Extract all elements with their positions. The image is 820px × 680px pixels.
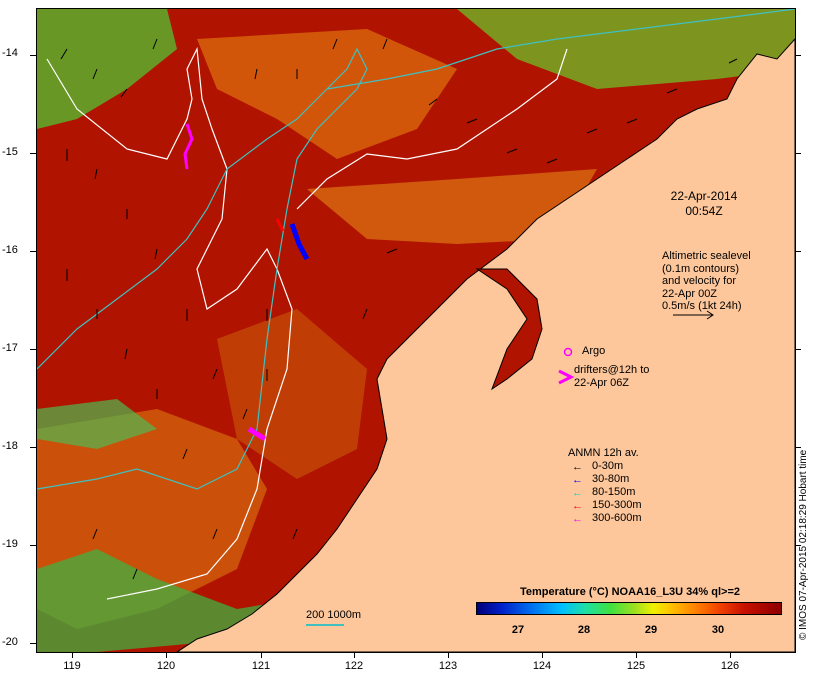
drifters-label: drifters@12h to 22-Apr 06Z [574, 364, 649, 390]
x-axis-label: 124 [532, 660, 552, 672]
y-tick [30, 545, 36, 546]
drifters-line: 22-Apr 06Z [574, 377, 630, 389]
y-tick [795, 545, 801, 546]
x-tick [542, 652, 543, 658]
contour-200m [37, 47, 368, 490]
anmn-arrow-0: ← [572, 461, 583, 473]
date-line: 22-Apr-2014 [670, 189, 738, 203]
y-tick [795, 349, 801, 350]
x-tick [636, 652, 637, 658]
x-tick [261, 652, 262, 658]
altimetry-line: Altimetric sealevel [662, 250, 751, 262]
colorbar-tick: 28 [577, 624, 591, 636]
altimetry-note: Altimetric sealevel (0.1m contours) and … [662, 250, 782, 313]
sst-map-graphic [37, 9, 795, 652]
contour-1000m [296, 48, 568, 210]
contour-200m [326, 9, 795, 90]
altimetry-line: 0.5m/s (1kt 24h) [662, 300, 742, 312]
y-tick [30, 447, 36, 448]
x-axis-label: 126 [720, 660, 740, 672]
credit-label: © IMOS 07-Apr-2015 02:18:29 Hobart time [798, 449, 809, 640]
anmn-item: 80-150m [592, 486, 636, 498]
date-label: 22-Apr-2014 00:54Z [662, 189, 746, 219]
y-axis-label: -17 [2, 342, 18, 354]
altimetry-line: (0.1m contours) [662, 262, 740, 275]
altimetry-line: and velocity for [662, 275, 736, 287]
colorbar-tick: 30 [711, 624, 725, 636]
y-axis-label: -16 [2, 244, 18, 256]
velocity-arrows [60, 38, 738, 580]
cool-patch [307, 169, 597, 244]
x-tick [166, 652, 167, 658]
x-axis-label: 122 [344, 660, 364, 672]
y-axis-label: -14 [2, 47, 18, 59]
y-tick [30, 153, 36, 154]
cold-patch [457, 9, 795, 89]
y-tick [30, 643, 36, 644]
anmn-arrow-3: ← [572, 500, 583, 512]
colorbar [476, 602, 782, 615]
cool-patch [217, 309, 367, 479]
depth-contour-swatch [306, 624, 344, 626]
drifter-track [183, 123, 194, 170]
depth-contour-legend: 200 1000m [306, 609, 362, 621]
anmn-item: 150-300m [592, 499, 642, 511]
y-tick [30, 251, 36, 252]
drifter-track [289, 223, 310, 261]
anmn-item: 30-80m [592, 473, 630, 485]
x-tick [448, 652, 449, 658]
cold-patch [37, 399, 157, 449]
y-tick [30, 349, 36, 350]
contour-1000m [46, 46, 293, 600]
y-axis-label: -19 [2, 538, 18, 550]
y-tick [795, 153, 801, 154]
x-tick [72, 652, 73, 658]
cold-patch [37, 9, 177, 129]
x-axis-label: 119 [63, 660, 81, 672]
time-line: 00:54Z [685, 204, 723, 218]
x-tick [354, 652, 355, 658]
map-panel [36, 8, 796, 653]
x-tick [730, 652, 731, 658]
y-axis-label: -15 [2, 146, 18, 158]
anmn-item: 0-30m [592, 460, 624, 472]
anmn-arrow-2: ← [572, 487, 583, 499]
anmn-arrow-4: ← [572, 513, 583, 525]
cool-patch [197, 29, 457, 159]
x-axis-label: 120 [156, 660, 176, 672]
argo-marker [563, 347, 573, 357]
y-tick [30, 55, 36, 56]
argo-label: Argo [582, 345, 606, 357]
x-axis-label: 121 [251, 660, 271, 672]
drifters-line: drifters@12h to [574, 364, 650, 376]
altimetry-line: 22-Apr 00Z [662, 287, 718, 300]
land-mass [176, 38, 795, 652]
y-axis-label: -20 [2, 636, 18, 648]
y-axis-label: -18 [2, 440, 18, 452]
y-tick [795, 447, 801, 448]
drifter-marker [558, 369, 575, 385]
inlet [475, 268, 543, 391]
velocity-scale-arrow [673, 310, 714, 320]
colorbar-tick: 27 [511, 624, 525, 636]
anmn-title: ANMN 12h av. [568, 447, 639, 459]
drifter-track [247, 426, 267, 442]
anmn-item: 300-600m [592, 512, 642, 524]
y-tick [795, 251, 801, 252]
drifter-track [275, 218, 285, 232]
colorbar-title: Temperature (°C) NOAA16_L3U 34% ql>=2 [520, 586, 740, 598]
x-axis-label: 125 [626, 660, 646, 672]
colorbar-tick: 29 [644, 624, 658, 636]
y-tick [795, 55, 801, 56]
anmn-arrow-1: ← [572, 474, 583, 486]
x-axis-label: 123 [438, 660, 458, 672]
